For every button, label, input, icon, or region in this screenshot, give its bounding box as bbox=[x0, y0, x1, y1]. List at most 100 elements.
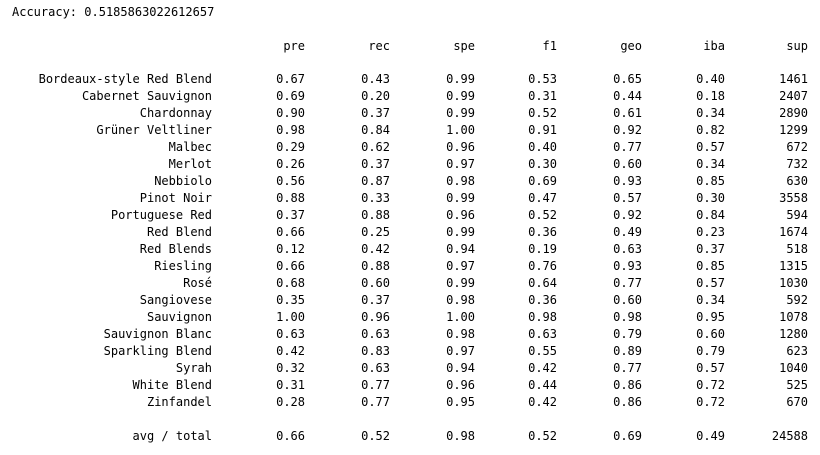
accuracy-line: Accuracy: 0.5185863022612657 bbox=[12, 4, 214, 20]
cell-spe: 0.99 bbox=[446, 191, 475, 205]
total-f1: 0.52 bbox=[528, 429, 557, 443]
cell-rec: 0.42 bbox=[361, 242, 390, 256]
cell-sup: 1299 bbox=[779, 123, 808, 137]
cell-pre: 0.32 bbox=[276, 361, 305, 375]
cell-iba: 0.60 bbox=[696, 327, 725, 341]
table-row: Nebbiolo 0.56 0.87 0.98 0.69 0.93 0.85 630 bbox=[0, 173, 820, 190]
cell-geo: 0.93 bbox=[613, 259, 642, 273]
row-label: Sangiovese bbox=[139, 293, 212, 307]
total-label: avg / total bbox=[132, 429, 212, 443]
cell-geo: 0.49 bbox=[613, 225, 642, 239]
row-label: Zinfandel bbox=[146, 395, 212, 409]
table-row: Red Blend 0.66 0.25 0.99 0.36 0.49 0.23 1674 bbox=[0, 224, 820, 241]
cell-geo: 0.92 bbox=[613, 123, 642, 137]
cell-sup: 1280 bbox=[779, 327, 808, 341]
cell-spe: 0.99 bbox=[446, 72, 475, 86]
cell-geo: 0.77 bbox=[613, 140, 642, 154]
table-row: Rosé 0.68 0.60 0.99 0.64 0.77 0.57 1030 bbox=[0, 275, 820, 292]
cell-pre: 0.37 bbox=[276, 208, 305, 222]
cell-f1: 0.63 bbox=[528, 327, 557, 341]
cell-rec: 0.62 bbox=[361, 140, 390, 154]
cell-sup: 1315 bbox=[779, 259, 808, 273]
cell-geo: 0.77 bbox=[613, 276, 642, 290]
cell-f1: 0.36 bbox=[528, 293, 557, 307]
cell-rec: 0.43 bbox=[361, 72, 390, 86]
cell-pre: 0.31 bbox=[276, 378, 305, 392]
total-iba: 0.49 bbox=[696, 429, 725, 443]
cell-sup: 1461 bbox=[779, 72, 808, 86]
cell-rec: 0.20 bbox=[361, 89, 390, 103]
cell-pre: 0.63 bbox=[276, 327, 305, 341]
cell-iba: 0.57 bbox=[696, 140, 725, 154]
cell-spe: 0.97 bbox=[446, 259, 475, 273]
cell-f1: 0.52 bbox=[528, 106, 557, 120]
cell-geo: 0.86 bbox=[613, 395, 642, 409]
cell-sup: 518 bbox=[786, 242, 808, 256]
row-label: Pinot Noir bbox=[139, 191, 212, 205]
cell-geo: 0.65 bbox=[613, 72, 642, 86]
accuracy-label: Accuracy: bbox=[12, 5, 78, 19]
row-label: Nebbiolo bbox=[154, 174, 212, 188]
cell-sup: 3558 bbox=[779, 191, 808, 205]
cell-geo: 0.60 bbox=[613, 293, 642, 307]
cell-spe: 0.97 bbox=[446, 344, 475, 358]
cell-pre: 0.26 bbox=[276, 157, 305, 171]
row-label: Cabernet Sauvignon bbox=[81, 89, 212, 103]
cell-rec: 0.33 bbox=[361, 191, 390, 205]
table-row: Pinot Noir 0.88 0.33 0.99 0.47 0.57 0.30 3558 bbox=[0, 190, 820, 207]
cell-f1: 0.52 bbox=[528, 208, 557, 222]
cell-iba: 0.40 bbox=[696, 72, 725, 86]
cell-sup: 1040 bbox=[779, 361, 808, 375]
cell-iba: 0.57 bbox=[696, 276, 725, 290]
total-pre: 0.66 bbox=[276, 429, 305, 443]
cell-rec: 0.83 bbox=[361, 344, 390, 358]
cell-pre: 0.68 bbox=[276, 276, 305, 290]
cell-f1: 0.91 bbox=[528, 123, 557, 137]
cell-spe: 0.96 bbox=[446, 140, 475, 154]
cell-geo: 0.86 bbox=[613, 378, 642, 392]
cell-f1: 0.42 bbox=[528, 361, 557, 375]
accuracy-value: 0.5185863022612657 bbox=[84, 5, 215, 19]
cell-pre: 0.67 bbox=[276, 72, 305, 86]
cell-geo: 0.79 bbox=[613, 327, 642, 341]
cell-iba: 0.79 bbox=[696, 344, 725, 358]
cell-iba: 0.85 bbox=[696, 174, 725, 188]
cell-spe: 0.99 bbox=[446, 276, 475, 290]
cell-iba: 0.30 bbox=[696, 191, 725, 205]
cell-rec: 0.37 bbox=[361, 293, 390, 307]
cell-rec: 0.84 bbox=[361, 123, 390, 137]
cell-rec: 0.63 bbox=[361, 327, 390, 341]
cell-pre: 0.69 bbox=[276, 89, 305, 103]
table-row: Sauvignon 1.00 0.96 1.00 0.98 0.98 0.95 1078 bbox=[0, 309, 820, 326]
cell-sup: 525 bbox=[786, 378, 808, 392]
table-row: Malbec 0.29 0.62 0.96 0.40 0.77 0.57 672 bbox=[0, 139, 820, 156]
row-label: Syrah bbox=[175, 361, 212, 375]
row-label: Merlot bbox=[168, 157, 212, 171]
column-header-spe: spe bbox=[453, 39, 475, 53]
cell-f1: 0.64 bbox=[528, 276, 557, 290]
cell-iba: 0.18 bbox=[696, 89, 725, 103]
cell-spe: 1.00 bbox=[446, 310, 475, 324]
table-row: Chardonnay 0.90 0.37 0.99 0.52 0.61 0.34 2890 bbox=[0, 105, 820, 122]
cell-spe: 0.99 bbox=[446, 106, 475, 120]
cell-f1: 0.47 bbox=[528, 191, 557, 205]
cell-geo: 0.93 bbox=[613, 174, 642, 188]
cell-pre: 0.12 bbox=[276, 242, 305, 256]
cell-rec: 0.37 bbox=[361, 106, 390, 120]
header-row: pre rec spe f1 geo iba sup bbox=[0, 38, 820, 55]
cell-geo: 0.98 bbox=[613, 310, 642, 324]
cell-pre: 0.98 bbox=[276, 123, 305, 137]
cell-spe: 1.00 bbox=[446, 123, 475, 137]
row-label: White Blend bbox=[132, 378, 212, 392]
total-sup: 24588 bbox=[771, 429, 808, 443]
cell-spe: 0.95 bbox=[446, 395, 475, 409]
cell-geo: 0.57 bbox=[613, 191, 642, 205]
cell-spe: 0.98 bbox=[446, 293, 475, 307]
cell-pre: 0.29 bbox=[276, 140, 305, 154]
cell-pre: 0.35 bbox=[276, 293, 305, 307]
cell-iba: 0.85 bbox=[696, 259, 725, 273]
cell-iba: 0.23 bbox=[696, 225, 725, 239]
cell-pre: 0.66 bbox=[276, 259, 305, 273]
column-header-pre: pre bbox=[283, 39, 305, 53]
table-row: Bordeaux-style Red Blend 0.67 0.43 0.99 0.53… bbox=[0, 71, 820, 88]
